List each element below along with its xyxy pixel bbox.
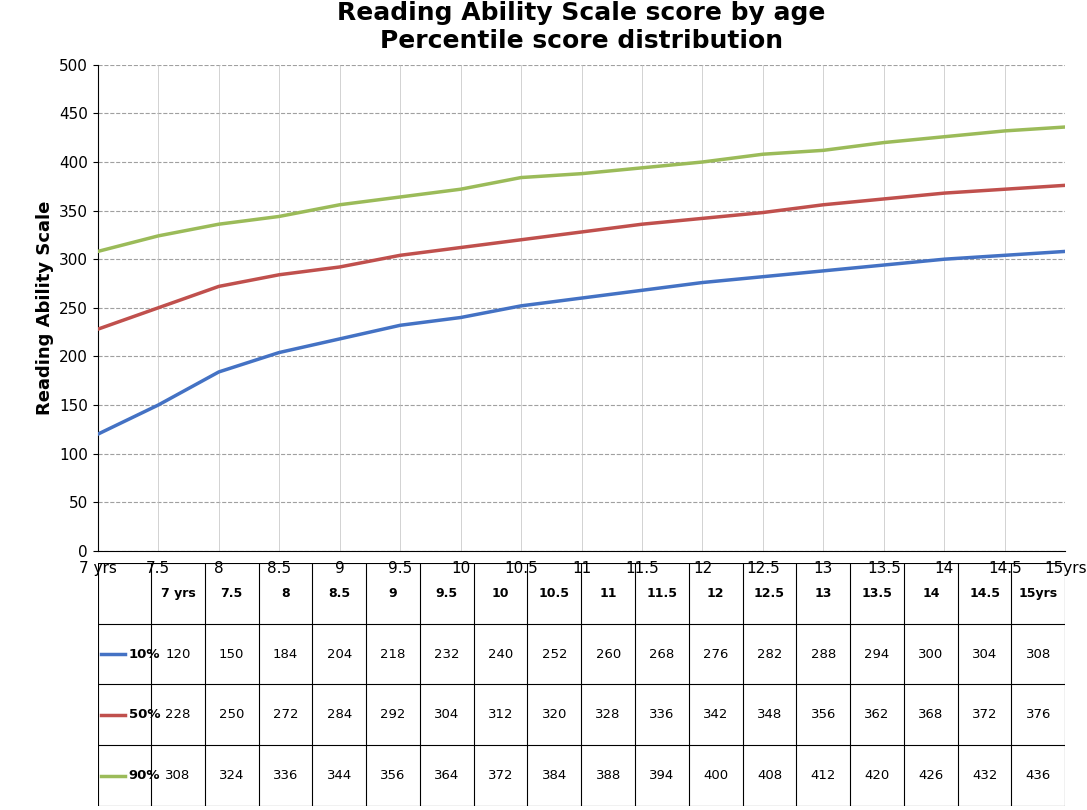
Text: 294: 294 xyxy=(864,647,889,661)
Text: 232: 232 xyxy=(434,647,460,661)
Text: 150: 150 xyxy=(218,647,245,661)
Text: 268: 268 xyxy=(649,647,675,661)
Text: 250: 250 xyxy=(218,708,245,722)
Text: 344: 344 xyxy=(326,769,352,782)
Text: 9: 9 xyxy=(389,586,398,600)
Text: 292: 292 xyxy=(380,708,405,722)
Text: 412: 412 xyxy=(811,769,836,782)
Text: 376: 376 xyxy=(1026,708,1051,722)
Text: 304: 304 xyxy=(972,647,997,661)
Text: 288: 288 xyxy=(811,647,836,661)
Text: 284: 284 xyxy=(326,708,352,722)
Text: 8: 8 xyxy=(282,586,290,600)
Text: 12.5: 12.5 xyxy=(754,586,785,600)
Text: 408: 408 xyxy=(757,769,782,782)
Text: 362: 362 xyxy=(864,708,890,722)
Text: 364: 364 xyxy=(434,769,460,782)
Text: 12: 12 xyxy=(707,586,724,600)
Text: 90%: 90% xyxy=(128,769,160,782)
Text: 436: 436 xyxy=(1026,769,1051,782)
Text: 372: 372 xyxy=(972,708,998,722)
Text: 14.5: 14.5 xyxy=(970,586,1000,600)
Text: 15yrs: 15yrs xyxy=(1019,586,1058,600)
Text: 420: 420 xyxy=(864,769,889,782)
Text: 120: 120 xyxy=(165,647,190,661)
Text: 368: 368 xyxy=(919,708,944,722)
Text: 184: 184 xyxy=(273,647,298,661)
Text: 228: 228 xyxy=(165,708,190,722)
Text: 384: 384 xyxy=(541,769,567,782)
Text: 240: 240 xyxy=(488,647,513,661)
Text: 426: 426 xyxy=(919,769,944,782)
Text: 308: 308 xyxy=(1026,647,1051,661)
Text: 10%: 10% xyxy=(128,647,160,661)
Text: 252: 252 xyxy=(541,647,567,661)
Text: 324: 324 xyxy=(218,769,245,782)
Text: 11.5: 11.5 xyxy=(647,586,677,600)
Text: 282: 282 xyxy=(757,647,783,661)
Text: 336: 336 xyxy=(649,708,675,722)
Text: 9.5: 9.5 xyxy=(436,586,458,600)
Text: 50%: 50% xyxy=(128,708,160,722)
Text: 11: 11 xyxy=(599,586,617,600)
Text: 342: 342 xyxy=(703,708,728,722)
Text: 8.5: 8.5 xyxy=(328,586,350,600)
Text: 336: 336 xyxy=(273,769,298,782)
Text: 312: 312 xyxy=(488,708,513,722)
Text: 308: 308 xyxy=(165,769,190,782)
Text: 372: 372 xyxy=(488,769,513,782)
Text: 7.5: 7.5 xyxy=(221,586,242,600)
Text: 218: 218 xyxy=(380,647,405,661)
Text: 300: 300 xyxy=(919,647,944,661)
Text: 388: 388 xyxy=(596,769,621,782)
Text: 304: 304 xyxy=(434,708,460,722)
Y-axis label: Reading Ability Scale: Reading Ability Scale xyxy=(36,201,53,415)
Text: 272: 272 xyxy=(273,708,298,722)
Text: 13: 13 xyxy=(814,586,832,600)
Text: 394: 394 xyxy=(649,769,675,782)
Text: 356: 356 xyxy=(811,708,836,722)
Text: 320: 320 xyxy=(541,708,567,722)
Text: 7 yrs: 7 yrs xyxy=(161,586,196,600)
Title: Reading Ability Scale score by age
Percentile score distribution: Reading Ability Scale score by age Perce… xyxy=(337,2,826,53)
Text: 432: 432 xyxy=(972,769,997,782)
Text: 14: 14 xyxy=(922,586,939,600)
Text: 10: 10 xyxy=(491,586,510,600)
Text: 204: 204 xyxy=(326,647,352,661)
Text: 276: 276 xyxy=(703,647,728,661)
Text: 13.5: 13.5 xyxy=(862,586,892,600)
Text: 260: 260 xyxy=(596,647,621,661)
Text: 356: 356 xyxy=(380,769,405,782)
Text: 328: 328 xyxy=(596,708,621,722)
Text: 10.5: 10.5 xyxy=(539,586,570,600)
Text: 348: 348 xyxy=(757,708,783,722)
Text: 400: 400 xyxy=(703,769,728,782)
